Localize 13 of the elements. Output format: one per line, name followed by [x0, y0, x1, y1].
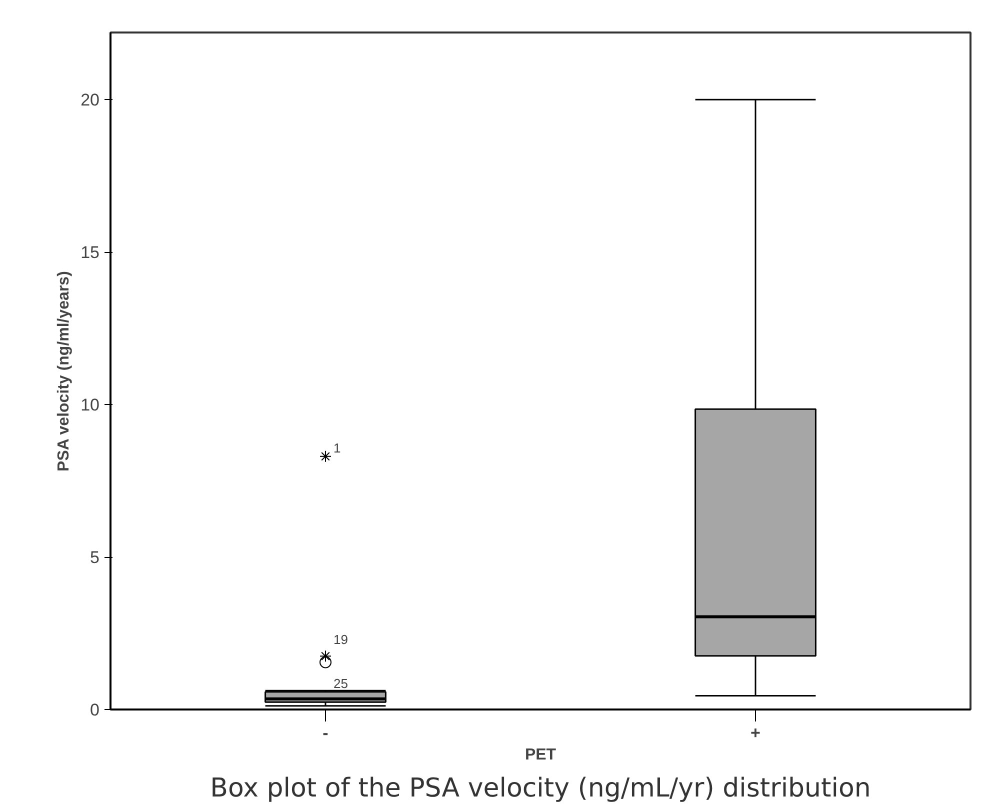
x-tick-label: +	[750, 724, 761, 742]
y-tick-label: 0	[90, 700, 100, 720]
y-tick-label: 10	[80, 396, 100, 415]
y-tick-label: 15	[80, 243, 100, 262]
y-tick-label: 20	[80, 90, 100, 110]
x-tick-label: -	[322, 724, 328, 742]
annotation: 25	[334, 676, 348, 692]
annotation: 19	[334, 632, 348, 648]
x-axis-title: PET	[524, 746, 556, 764]
y-axis-title: PSA velocity (ng/ml/years)	[56, 271, 73, 472]
annotation: 1	[334, 440, 341, 456]
text: Box plot of the PSA velocity (ng/mL/yr) distribution	[210, 774, 871, 804]
y-tick-label: 5	[90, 548, 100, 568]
